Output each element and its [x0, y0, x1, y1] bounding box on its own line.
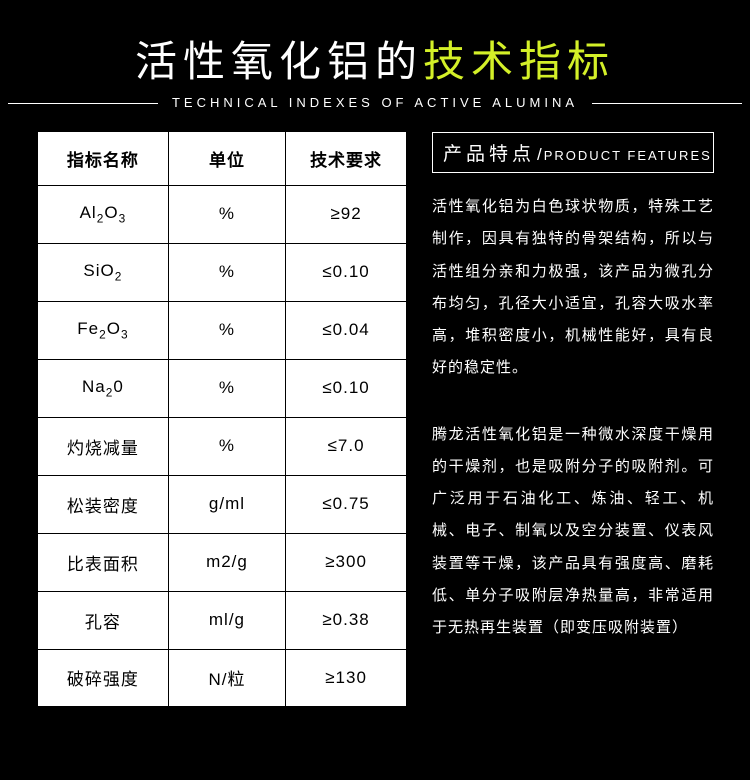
- title-part2: 技术指标: [423, 38, 615, 85]
- cell-name: Al2O3: [37, 185, 168, 243]
- table-row: 松装密度g/ml≤0.75: [37, 475, 407, 533]
- cell-unit: %: [168, 243, 285, 301]
- features-panel: 产品特点/PRODUCT FEATURES 活性氧化铝为白色球状物质，特殊工艺制…: [432, 130, 714, 708]
- cell-name: SiO2: [37, 243, 168, 301]
- cell-unit: %: [168, 417, 285, 475]
- cell-unit: %: [168, 301, 285, 359]
- cell-req: ≥92: [286, 185, 407, 243]
- cell-unit: N/粒: [168, 649, 285, 707]
- cell-unit: %: [168, 185, 285, 243]
- table-row: 灼烧减量%≤7.0: [37, 417, 407, 475]
- cell-req: ≥0.38: [286, 591, 407, 649]
- header: 活性氧化铝的技术指标 TECHNICAL INDEXES OF ACTIVE A…: [0, 0, 750, 130]
- cell-name: 孔容: [37, 591, 168, 649]
- cell-name: Na20: [37, 359, 168, 417]
- cell-req: ≥300: [286, 533, 407, 591]
- cell-req: ≤0.75: [286, 475, 407, 533]
- cell-name: Fe2O3: [37, 301, 168, 359]
- table-header: 指标名称: [37, 131, 168, 185]
- subtitle: TECHNICAL INDEXES OF ACTIVE ALUMINA: [158, 95, 592, 110]
- table-body: Al2O3%≥92SiO2%≤0.10Fe2O3%≤0.04Na20%≤0.10…: [37, 185, 407, 707]
- content: 指标名称 单位 技术要求 Al2O3%≥92SiO2%≤0.10Fe2O3%≤0…: [0, 130, 750, 708]
- title-part1: 活性氧化铝的: [135, 38, 423, 85]
- cell-unit: m2/g: [168, 533, 285, 591]
- table-row: Al2O3%≥92: [37, 185, 407, 243]
- table-row: 破碎强度N/粒≥130: [37, 649, 407, 707]
- table-row: Na20%≤0.10: [37, 359, 407, 417]
- cell-req: ≥130: [286, 649, 407, 707]
- cell-unit: ml/g: [168, 591, 285, 649]
- cell-name: 破碎强度: [37, 649, 168, 707]
- table-header: 单位: [168, 131, 285, 185]
- cell-req: ≤0.04: [286, 301, 407, 359]
- page-title: 活性氧化铝的技术指标: [0, 28, 750, 89]
- table-row: SiO2%≤0.10: [37, 243, 407, 301]
- features-heading: 产品特点/PRODUCT FEATURES: [432, 132, 714, 173]
- spec-table-wrap: 指标名称 单位 技术要求 Al2O3%≥92SiO2%≤0.10Fe2O3%≤0…: [36, 130, 408, 708]
- table-row: 孔容ml/g≥0.38: [37, 591, 407, 649]
- cell-name: 灼烧减量: [37, 417, 168, 475]
- cell-name: 松装密度: [37, 475, 168, 533]
- cell-unit: %: [168, 359, 285, 417]
- cell-unit: g/ml: [168, 475, 285, 533]
- spec-table: 指标名称 单位 技术要求 Al2O3%≥92SiO2%≤0.10Fe2O3%≤0…: [36, 130, 408, 708]
- features-heading-zh: 产品特点: [443, 144, 535, 165]
- table-header: 技术要求: [286, 131, 407, 185]
- cell-req: ≤0.10: [286, 243, 407, 301]
- cell-req: ≤0.10: [286, 359, 407, 417]
- table-header-row: 指标名称 单位 技术要求: [37, 131, 407, 185]
- table-row: Fe2O3%≤0.04: [37, 301, 407, 359]
- table-row: 比表面积m2/g≥300: [37, 533, 407, 591]
- cell-req: ≤7.0: [286, 417, 407, 475]
- features-para1: 活性氧化铝为白色球状物质，特殊工艺制作，因具有独特的骨架结构，所以与活性组分亲和…: [432, 191, 714, 385]
- features-para2: 腾龙活性氧化铝是一种微水深度干燥用的干燥剂，也是吸附分子的吸附剂。可广泛用于石油…: [432, 419, 714, 645]
- features-heading-en: PRODUCT FEATURES: [544, 148, 712, 163]
- cell-name: 比表面积: [37, 533, 168, 591]
